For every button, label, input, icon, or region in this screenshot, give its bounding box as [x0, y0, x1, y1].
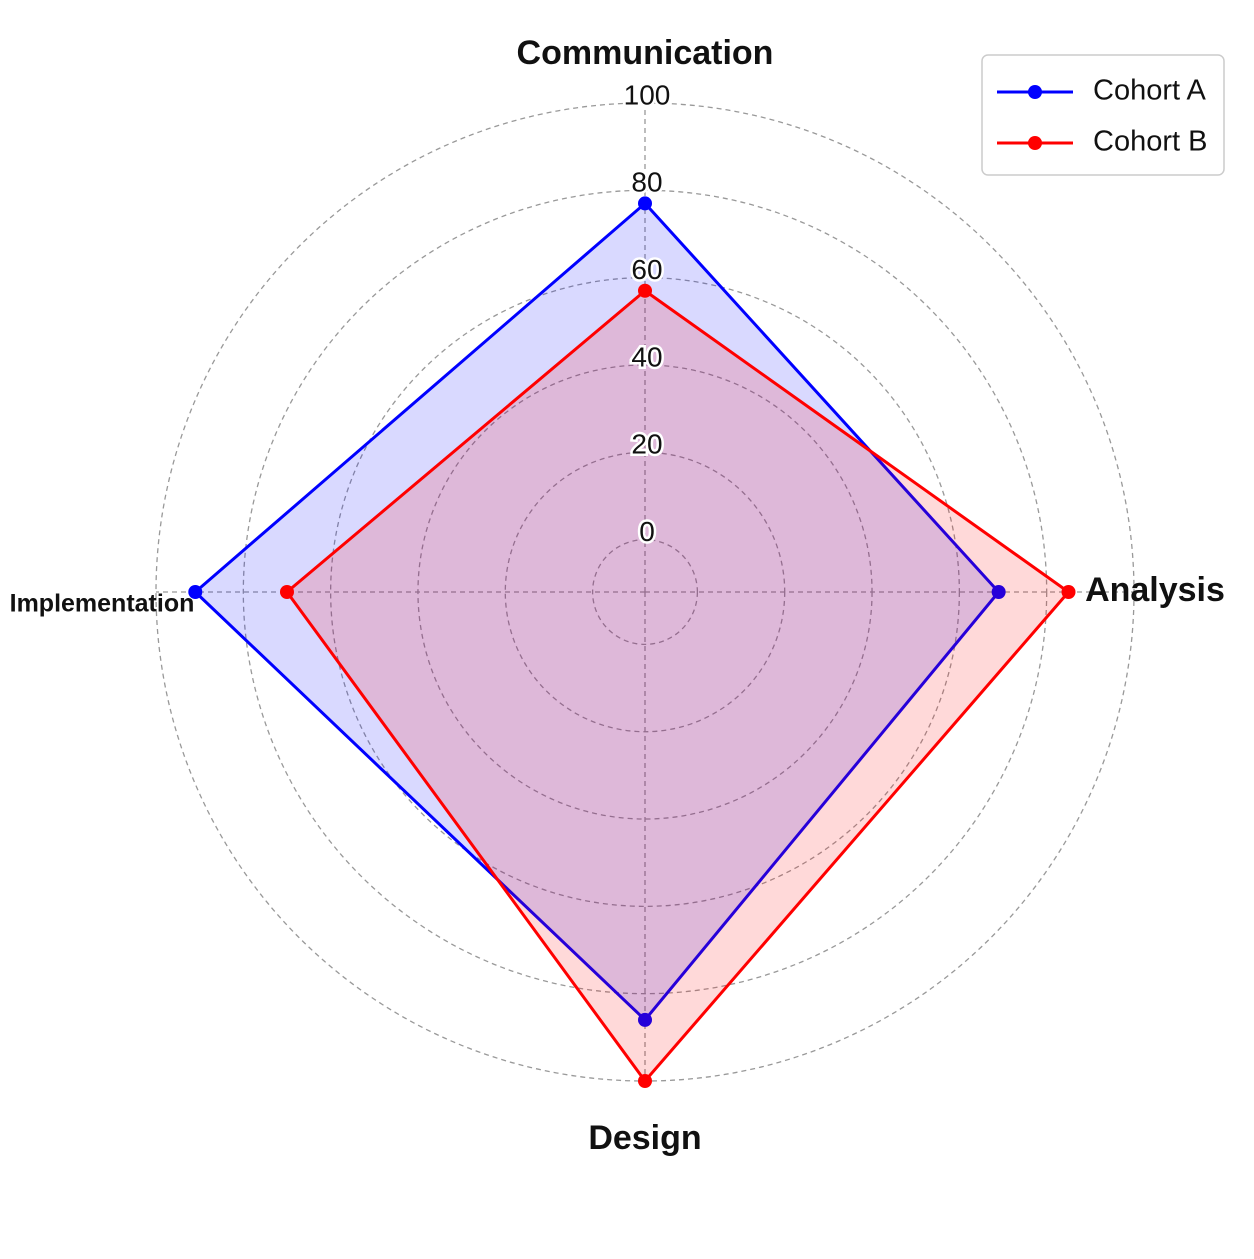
grid-ring: [242, 189, 1048, 995]
category-label: Analysis: [1085, 571, 1225, 609]
legend: Cohort A Cohort B: [981, 54, 1225, 176]
grid-ring: [591, 538, 699, 646]
legend-label: Cohort A: [1093, 75, 1206, 107]
grid-ring: [329, 276, 961, 908]
r-tick-label: 0: [639, 516, 655, 547]
r-tick-label: 80: [631, 167, 662, 198]
r-tick-label: 20: [631, 429, 662, 460]
series-marker: [991, 585, 1006, 599]
series-marker: [638, 196, 652, 211]
legend-marker: [1028, 85, 1042, 99]
series-area: [195, 203, 999, 1020]
series-marker: [188, 585, 203, 599]
r-tick-label: 60: [631, 254, 662, 285]
series-area: [286, 290, 1069, 1081]
legend-frame: [981, 54, 1225, 176]
category-label: Design: [588, 1119, 701, 1157]
category-label: Communication: [517, 34, 774, 72]
series-marker: [638, 1012, 652, 1027]
r-tick-label: 100: [624, 79, 671, 110]
series-marker: [279, 585, 294, 599]
legend-marker: [1028, 136, 1042, 150]
series-marker: [638, 283, 652, 298]
category-label: Implementation: [10, 590, 195, 618]
series-marker: [638, 1074, 652, 1088]
series-marker: [1061, 585, 1076, 599]
r-tick-label: 40: [631, 341, 662, 372]
legend-label: Cohort B: [1093, 126, 1207, 158]
